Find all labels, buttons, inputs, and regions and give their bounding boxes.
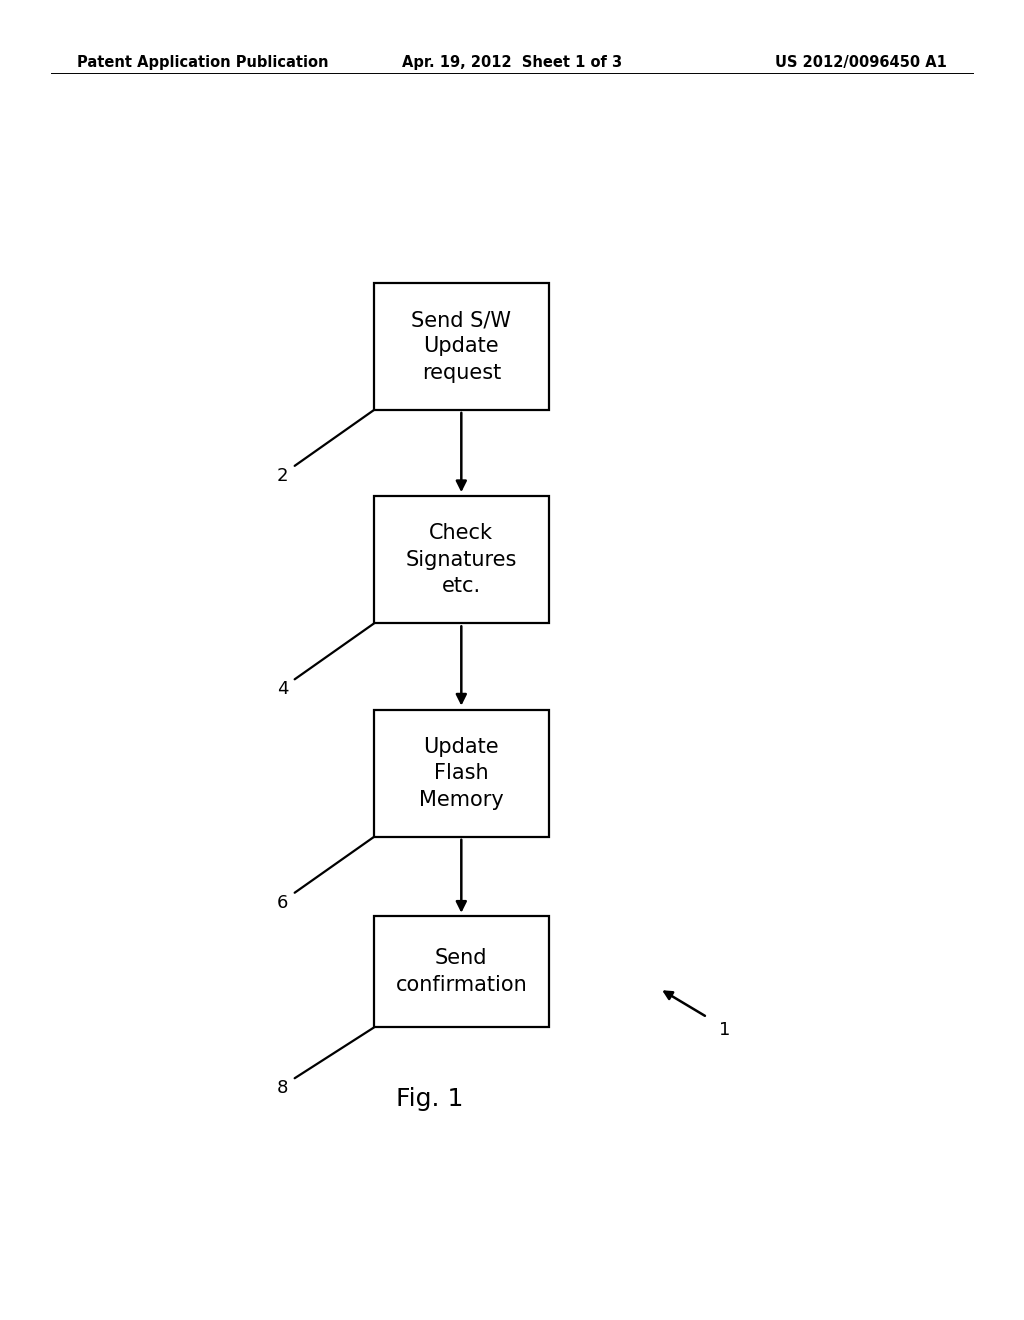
Bar bbox=[374, 916, 549, 1027]
Text: 6: 6 bbox=[278, 894, 289, 912]
Text: 1: 1 bbox=[719, 1022, 730, 1039]
Text: 2: 2 bbox=[278, 467, 289, 484]
Text: Send S/W
Update
request: Send S/W Update request bbox=[412, 310, 511, 383]
Text: Check
Signatures
etc.: Check Signatures etc. bbox=[406, 524, 517, 597]
Text: 4: 4 bbox=[278, 681, 289, 698]
Text: US 2012/0096450 A1: US 2012/0096450 A1 bbox=[775, 55, 947, 70]
Text: Patent Application Publication: Patent Application Publication bbox=[77, 55, 329, 70]
Text: Apr. 19, 2012  Sheet 1 of 3: Apr. 19, 2012 Sheet 1 of 3 bbox=[402, 55, 622, 70]
Text: Update
Flash
Memory: Update Flash Memory bbox=[419, 737, 504, 809]
Text: 8: 8 bbox=[278, 1080, 289, 1097]
Bar bbox=[374, 282, 549, 411]
Text: Send
confirmation: Send confirmation bbox=[395, 948, 527, 995]
Bar bbox=[374, 496, 549, 623]
Bar bbox=[374, 710, 549, 837]
Text: Fig. 1: Fig. 1 bbox=[396, 1086, 463, 1110]
